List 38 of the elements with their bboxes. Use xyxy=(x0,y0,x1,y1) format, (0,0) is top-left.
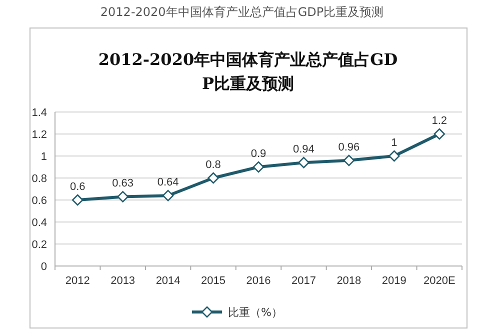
point xyxy=(388,150,400,162)
point xyxy=(208,172,219,184)
point xyxy=(343,154,355,166)
y-tick-label: 0 xyxy=(40,261,47,273)
point xyxy=(162,190,174,202)
point xyxy=(117,191,128,202)
legend-label: 比重（%） xyxy=(228,306,282,319)
x-tick-label: 2015 xyxy=(201,275,226,287)
y-tick-label: 1.2 xyxy=(32,129,47,141)
point xyxy=(72,194,84,206)
y-tick-label: 0.6 xyxy=(32,195,47,207)
data-label: 1.2 xyxy=(432,115,448,127)
data-label: 0.8 xyxy=(206,159,221,171)
y-tick-label: 0.4 xyxy=(32,217,47,229)
chart-subtitle: 2012-2020年中国体育产业总产值占GDP比重及预测 xyxy=(98,50,398,93)
x-tick-label: 2017 xyxy=(291,275,316,287)
data-label: 0.94 xyxy=(293,144,314,156)
y-tick-label: 1.4 xyxy=(32,107,47,119)
x-tick-label: 2019 xyxy=(382,275,406,287)
data-label: 0.9 xyxy=(250,148,266,160)
x-tick-label: 2013 xyxy=(110,275,136,287)
y-tick-label: 0.8 xyxy=(32,173,47,185)
x-tick-label: 2020E xyxy=(423,275,456,287)
point xyxy=(298,156,310,168)
data-label: 0.6 xyxy=(70,181,86,193)
point xyxy=(252,161,264,173)
x-tick-label: 2014 xyxy=(156,275,180,287)
data-label: 0.96 xyxy=(338,141,360,154)
x-tick-label: 2012 xyxy=(65,275,90,287)
chart-title: 2012-2020年中国体育产业总产值占GDP比重及预测 xyxy=(100,5,384,19)
x-tick-label: 2016 xyxy=(246,275,271,287)
data-label: 0.64 xyxy=(157,176,179,189)
y-tick-label: 1 xyxy=(40,151,47,163)
point xyxy=(434,128,446,140)
x-tick-label: 2018 xyxy=(336,275,362,287)
y-tick-label: 0.2 xyxy=(32,239,47,251)
data-label: 1 xyxy=(391,137,398,149)
data-label: 0.63 xyxy=(112,178,134,190)
